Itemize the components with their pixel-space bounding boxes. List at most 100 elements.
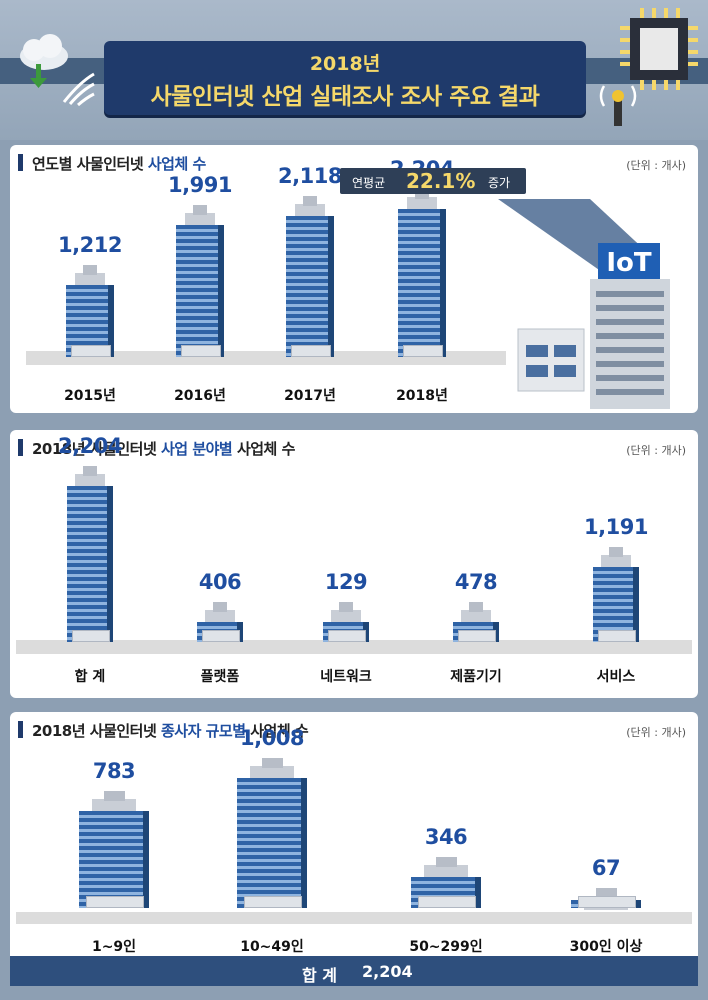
data-label: 406 — [198, 570, 242, 594]
data-label: 1,212 — [58, 232, 122, 257]
bar-body — [79, 811, 149, 908]
bar-base — [70, 344, 112, 357]
section-title-highlight: 종사자 규모별 — [161, 722, 246, 740]
category-label: 플랫폼 — [200, 669, 240, 685]
section-title-plain: 연도별 사물인터넷 — [32, 155, 148, 173]
section-marker — [18, 721, 23, 738]
bar-base — [290, 344, 332, 357]
bar-base — [457, 630, 497, 642]
data-label: 129 — [324, 570, 368, 594]
data-label: 1,008 — [240, 726, 304, 750]
bar — [453, 602, 499, 642]
bar-base — [578, 896, 636, 908]
panel-size: 2018년 사물인터넷 종사자 규모별 사업체 수 (단위 : 개사) 783 1… — [10, 712, 698, 958]
bar — [67, 466, 113, 642]
bar — [66, 264, 114, 357]
title-year: 2018년 — [309, 53, 381, 75]
total-label: 합 계 — [302, 966, 338, 985]
bar-roof-top — [339, 602, 353, 612]
bar-body — [237, 778, 307, 908]
bar-body — [398, 209, 446, 357]
bar — [398, 189, 446, 357]
growth-suffix: 증가 — [488, 176, 511, 190]
bar-body — [593, 566, 639, 642]
chip-icon — [620, 8, 698, 90]
category-label: 합 계 — [74, 669, 106, 685]
ground-strip — [26, 351, 506, 365]
bar-roof — [294, 203, 326, 218]
bar-roof-top — [609, 546, 623, 557]
bar-body — [286, 215, 334, 357]
bar-roof-top — [302, 195, 318, 206]
bar-roof — [423, 864, 469, 879]
bar-roof-top — [213, 602, 227, 612]
bar-body — [66, 284, 114, 357]
section-marker — [18, 154, 23, 171]
bar-base — [327, 630, 367, 642]
data-label: 67 — [591, 856, 621, 880]
category-label: 제품기기 — [450, 669, 502, 685]
bar-roof — [184, 213, 216, 228]
bar — [197, 602, 243, 642]
category-label: 1~9인 — [91, 939, 137, 955]
bar — [593, 546, 639, 642]
bar-roof — [205, 610, 235, 624]
bar — [79, 791, 149, 908]
data-label: 1,191 — [584, 514, 648, 539]
wifi-icon — [62, 72, 95, 107]
antenna-icon — [599, 85, 637, 126]
ground-strip — [16, 912, 692, 924]
bar-roof — [75, 474, 105, 488]
section-title-tail: 사업체 수 — [245, 722, 309, 740]
bar-base — [244, 896, 302, 908]
category-label: 300인 이상 — [569, 939, 643, 955]
data-label: 2,204 — [58, 434, 122, 458]
bar-roof-top — [414, 189, 430, 199]
category-label: 50~299인 — [409, 939, 483, 955]
growth-value: 22.1% — [406, 169, 476, 193]
bar-roof — [91, 799, 137, 814]
bar-base — [597, 629, 637, 642]
bar-roof — [601, 554, 631, 569]
bar-roof — [331, 610, 361, 624]
bar — [323, 602, 369, 642]
section-title-plain: 2018년 사물인터넷 — [32, 440, 161, 458]
bar-roof-top — [469, 602, 483, 612]
iot-label: IoT — [606, 248, 652, 278]
panel-field: 2018년 사물인터넷 사업 분야별 사업체 수 (단위 : 개사) 2,204… — [10, 430, 698, 698]
bar-base — [180, 344, 222, 357]
category-label: 2015년 — [64, 388, 116, 404]
bar-roof-top — [435, 856, 457, 867]
unit-label: (단위 : 개사) — [626, 444, 686, 457]
bar-base — [86, 895, 144, 908]
section-title-field: 2018년 사물인터넷 사업 분야별 사업체 수 — [32, 438, 295, 459]
bar-roof-top — [103, 791, 125, 802]
bar-roof-top — [261, 758, 283, 768]
section-title-tail: 사업체 수 — [232, 440, 295, 458]
section-title-highlight: 사업체 수 — [147, 155, 206, 173]
category-label: 2018년 — [396, 388, 448, 404]
bar-base — [418, 895, 476, 908]
ground-strip — [16, 640, 692, 654]
bar-roof — [249, 766, 295, 780]
section-title-size: 2018년 사물인터넷 종사자 규모별 사업체 수 — [32, 720, 309, 741]
total-value: 2,204 — [362, 962, 413, 981]
unit-label: (단위 : 개사) — [626, 726, 686, 739]
section-title-highlight: 사업 분야별 — [161, 440, 233, 458]
data-label: 346 — [424, 824, 468, 849]
bar-roof — [461, 610, 491, 624]
bar — [571, 888, 641, 910]
bar-body — [67, 486, 113, 642]
category-label: 10~49인 — [240, 939, 304, 955]
section-marker — [18, 439, 23, 456]
bar — [237, 758, 307, 908]
category-label: 서비스 — [596, 669, 636, 685]
section-title-yearly: 연도별 사물인터넷 사업체 수 — [32, 153, 206, 174]
page-title: 사물인터넷 산업 실태조사 조사 주요 결과 — [150, 84, 540, 110]
data-label: 783 — [92, 759, 136, 784]
category-label: 2017년 — [284, 388, 336, 404]
bar-roof — [406, 197, 438, 211]
data-label: 2,118 — [278, 163, 342, 188]
bar-roof-top — [82, 264, 98, 275]
category-label: 2016년 — [174, 388, 226, 404]
